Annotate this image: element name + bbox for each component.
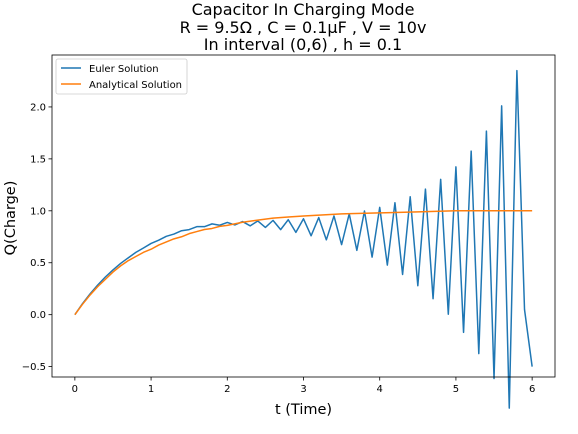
y-axis-label: Q(Charge) bbox=[3, 181, 19, 256]
y-tick-label: −0.5 bbox=[22, 362, 46, 373]
y-axis-ticks: −0.5 0.0 0.5 1.0 1.5 2.0 bbox=[22, 102, 52, 373]
x-tick-label: 6 bbox=[529, 384, 535, 395]
x-tick-label: 2 bbox=[224, 384, 230, 395]
y-tick-label: 0.5 bbox=[30, 258, 46, 269]
chart-title-line-1: Capacitor In Charging Mode bbox=[192, 0, 415, 19]
chart-title-line-2: R = 9.5Ω , C = 0.1μF , V = 10v bbox=[180, 18, 427, 37]
legend-label-euler: Euler Solution bbox=[89, 64, 159, 75]
chart-title: Capacitor In Charging Mode R = 9.5Ω , C … bbox=[180, 0, 427, 54]
legend-box bbox=[55, 58, 188, 95]
series-line-euler-solution bbox=[74, 69, 533, 409]
x-tick-label: 5 bbox=[453, 384, 459, 395]
y-tick-label: 0.0 bbox=[30, 310, 46, 321]
x-axis-ticks: 0 1 2 3 4 5 6 bbox=[72, 377, 535, 395]
y-tick-label: 1.5 bbox=[30, 154, 46, 165]
chart-title-line-3: In interval (0,6) , h = 0.1 bbox=[204, 35, 402, 54]
x-tick-label: 3 bbox=[300, 384, 306, 395]
series-layer bbox=[74, 69, 533, 409]
legend-label-analytical: Analytical Solution bbox=[89, 80, 182, 91]
x-tick-label: 4 bbox=[377, 384, 383, 395]
x-tick-label: 1 bbox=[148, 384, 154, 395]
legend: Euler Solution Analytical Solution bbox=[55, 58, 188, 95]
x-axis-label: t (Time) bbox=[275, 402, 332, 418]
y-tick-label: 1.0 bbox=[30, 206, 46, 217]
y-tick-label: 2.0 bbox=[30, 102, 46, 113]
series-line-analytical-solution bbox=[74, 210, 533, 316]
x-tick-label: 0 bbox=[72, 384, 78, 395]
